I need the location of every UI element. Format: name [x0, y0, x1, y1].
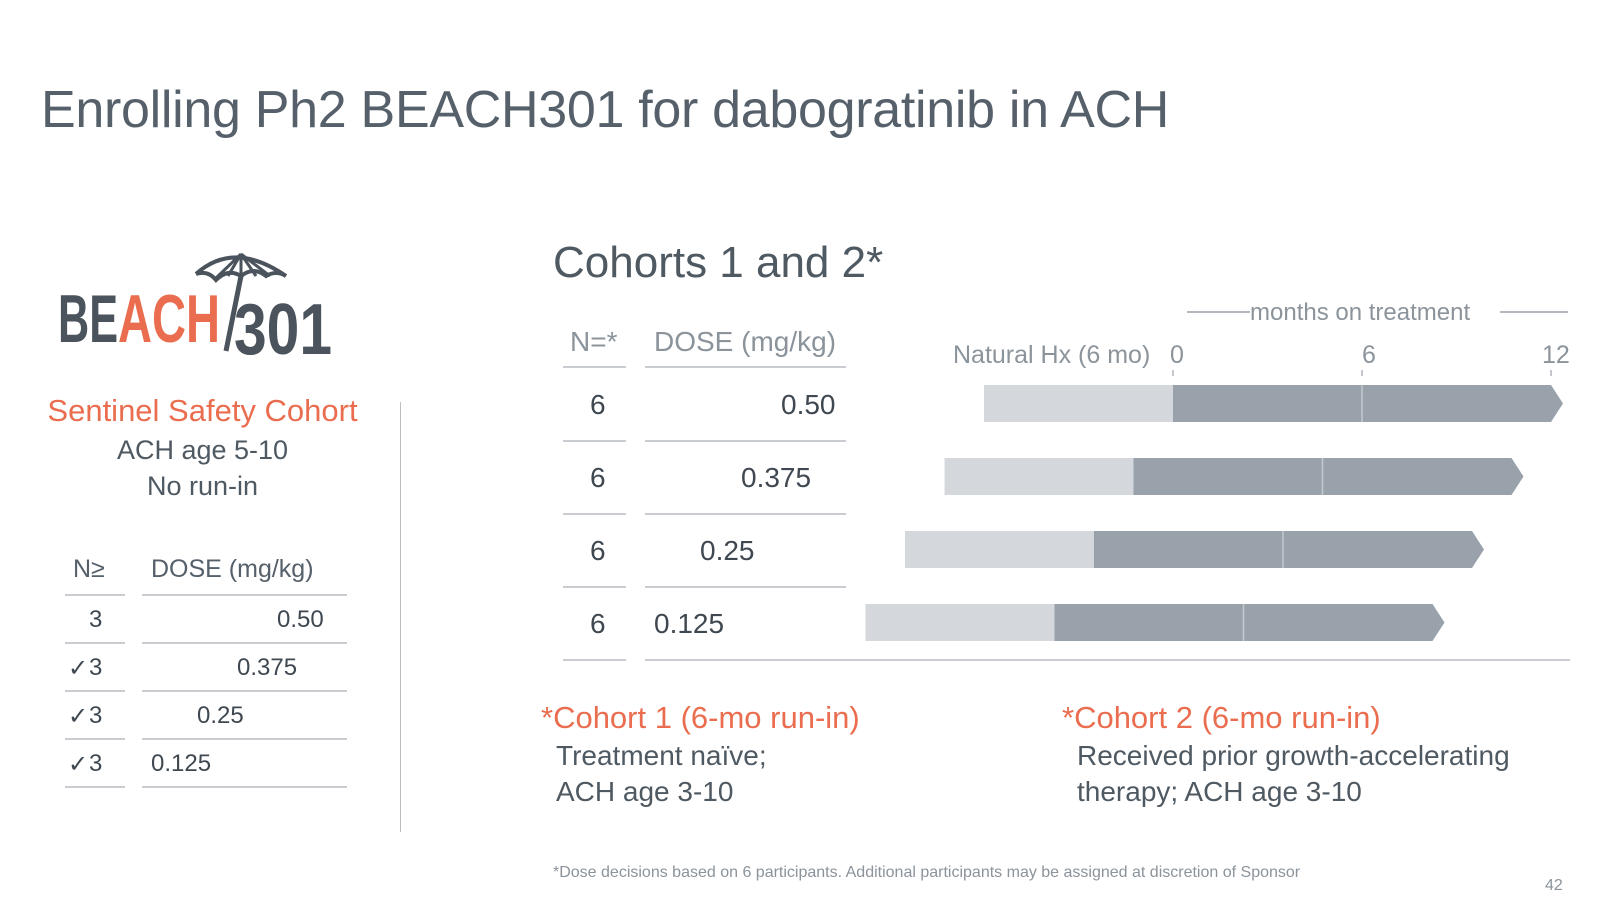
sentinel-row-dose: 0.125: [151, 750, 212, 777]
cohort-row-n: 6: [590, 462, 606, 493]
footnote: *Dose decisions based on 6 participants.…: [553, 864, 1301, 881]
natural-hx-bar: [944, 458, 1134, 495]
natural-hx-bar: [865, 604, 1055, 641]
table-row-rule: [645, 586, 846, 588]
table-row-rule: [563, 659, 626, 661]
timeline-bars: [865, 370, 1563, 641]
cohort-row-dose: 0.125: [654, 608, 725, 639]
cohort-row-n: 6: [590, 389, 606, 420]
sentinel-row-dose: 0.375: [237, 654, 298, 681]
cohorts-n-rule: [563, 366, 626, 368]
sentinel-row-dose: 0.50: [277, 606, 324, 633]
check-icon: ✓: [68, 703, 89, 730]
table-row-rule: [645, 513, 846, 515]
sentinel-row-n: 3: [89, 606, 103, 633]
table-row-rule: [563, 586, 626, 588]
sentinel-n-rule: [65, 594, 125, 596]
natural-hx-bar: [905, 531, 1094, 568]
table-row-rule: [142, 642, 347, 644]
cohort2-heading: *Cohort 2 (6-mo run-in): [1062, 700, 1381, 735]
treatment-bar: [1094, 531, 1484, 568]
natural-hx-bar: [984, 385, 1173, 422]
cohort-row-dose: 0.50: [781, 389, 836, 420]
cohort1-line1: Treatment naïve;: [556, 740, 767, 771]
sentinel-row-n: 3: [89, 702, 103, 729]
sentinel-title: Sentinel Safety Cohort: [47, 393, 358, 428]
svg-text:BE: BE: [58, 281, 118, 357]
months-axis-lines: [1187, 311, 1568, 313]
table-row-rule: [65, 690, 125, 692]
slide-title: Enrolling Ph2 BEACH301 for dabogratinib …: [41, 81, 1169, 139]
table-row-rule: [563, 513, 626, 515]
cohort1-line2: ACH age 3-10: [556, 776, 734, 807]
sentinel-dose-rule: [142, 594, 347, 596]
table-row-rule: [65, 642, 125, 644]
table-row-rule: [645, 440, 846, 442]
treatment-bar: [1173, 385, 1563, 422]
table-row-rule: [563, 440, 626, 442]
baseline-rule: [645, 659, 1570, 661]
months-axis-label: months on treatment: [1250, 299, 1471, 326]
cohorts-dose-rule: [645, 366, 846, 368]
sentinel-n-header: N≥: [73, 555, 105, 583]
cohort1-heading: *Cohort 1 (6-mo run-in): [541, 700, 860, 735]
table-row-rule: [65, 786, 125, 788]
svg-text:ACH: ACH: [118, 281, 220, 357]
sentinel-age: ACH age 5-10: [116, 435, 289, 465]
table-row-rule: [142, 738, 347, 740]
beach301-logo: BE ACH 301: [58, 246, 358, 370]
vertical-divider: [400, 402, 401, 832]
cohort-row-n: 6: [590, 535, 606, 566]
check-icon: ✓: [68, 655, 89, 682]
svg-text:301: 301: [234, 290, 332, 370]
treatment-bar: [1054, 604, 1445, 641]
cohorts-title: Cohorts 1 and 2*: [553, 238, 884, 287]
tick-label-12: 12: [1542, 341, 1570, 369]
cohorts-n-header: N=*: [570, 326, 618, 357]
umbrella-icon: BE ACH 301: [58, 252, 332, 370]
natural-hx-label: Natural Hx (6 mo): [953, 341, 1151, 369]
check-icon: ✓: [68, 751, 89, 778]
table-row-rule: [142, 690, 347, 692]
cohort2-line2: therapy; ACH age 3-10: [1077, 776, 1362, 807]
cohorts-dose-header: DOSE (mg/kg): [654, 326, 837, 357]
cohort-row-dose: 0.25: [700, 535, 755, 566]
cohort-row-n: 6: [590, 608, 606, 639]
tick-label-0: 0: [1170, 341, 1184, 369]
sentinel-dose-header: DOSE (mg/kg): [151, 555, 314, 583]
table-row-rule: [65, 738, 125, 740]
sentinel-runin: No run-in: [146, 471, 259, 501]
cohort-row-dose: 0.375: [741, 462, 812, 493]
page-number: 42: [1545, 877, 1563, 894]
treatment-bar: [1133, 458, 1524, 495]
cohort2-line1: Received prior growth-accelerating: [1077, 740, 1510, 771]
table-row-rule: [142, 786, 347, 788]
tick-label-6: 6: [1362, 341, 1376, 369]
sentinel-row-n: 3: [89, 750, 103, 777]
sentinel-row-dose: 0.25: [197, 702, 244, 729]
sentinel-row-n: 3: [89, 654, 103, 681]
